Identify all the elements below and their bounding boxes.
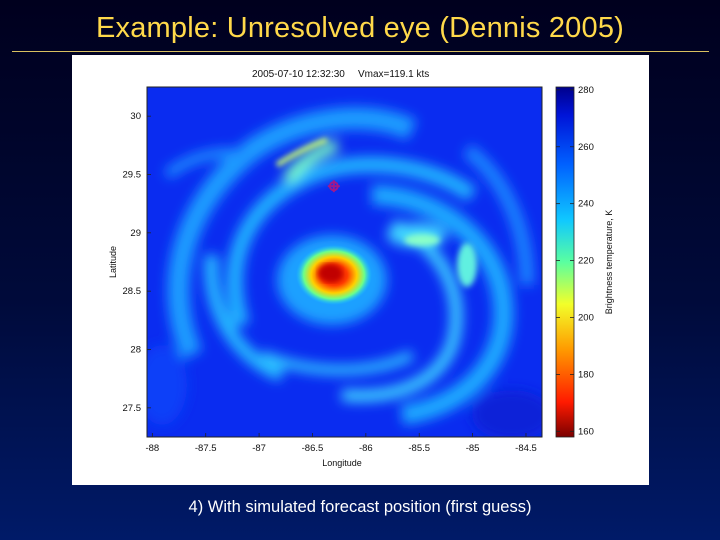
x-tick-label: -87 [252,443,266,454]
y-tick-label: 30 [130,111,141,122]
colorbar-tick-label: 200 [578,312,594,323]
colorbar-tick-label: 260 [578,142,594,153]
title-divider [12,51,709,52]
x-tick-label: -87.5 [195,443,217,454]
y-axis-label: Latitude [108,246,118,278]
forecast-position-marker [327,180,340,193]
x-tick-label: -85 [466,443,480,454]
x-tick-label: -86 [359,443,373,454]
y-tick-label: 29 [130,228,141,239]
colorbar [555,86,575,438]
y-tick-label: 28.5 [123,286,142,297]
x-tick-label: -86.5 [302,443,324,454]
x-tick-label: -84.5 [515,443,537,454]
brightness-temperature-map [147,87,542,437]
x-axis-ticks: -88 -87.5 -87 -86.5 -86 -85.5 -85 -84.5 [145,433,537,454]
x-axis-label: Longitude [322,458,362,468]
y-axis-ticks: 30 29.5 29 28.5 28 27.5 [123,111,151,414]
colorbar-tick-label: 280 [578,85,594,96]
slide-title: Example: Unresolved eye (Dennis 2005) [95,12,625,44]
x-tick-label: -88 [145,443,159,454]
colorbar-tick-label: 240 [578,199,594,210]
figure-vmax: Vmax=119.1 kts [358,69,429,80]
x-tick-label: -85.5 [408,443,430,454]
colorbar-label: Brightness temperature, K [604,210,614,315]
y-tick-label: 28 [130,345,141,356]
colorbar-ticks: 280 260 240 220 200 180 160 [556,85,594,437]
figure-timestamp: 2005-07-10 12:32:30 [252,69,345,80]
y-tick-label: 27.5 [123,403,142,414]
colorbar-tick-label: 160 [578,426,594,437]
satellite-figure: 2005-07-10 12:32:30 Vmax=119.1 kts [72,55,649,485]
colorbar-tick-label: 180 [578,369,594,380]
plot-frame [146,86,543,438]
slide-caption: 4) With simulated forecast position (fir… [188,498,532,516]
y-tick-label: 29.5 [123,170,142,181]
colorbar-tick-label: 220 [578,256,594,267]
